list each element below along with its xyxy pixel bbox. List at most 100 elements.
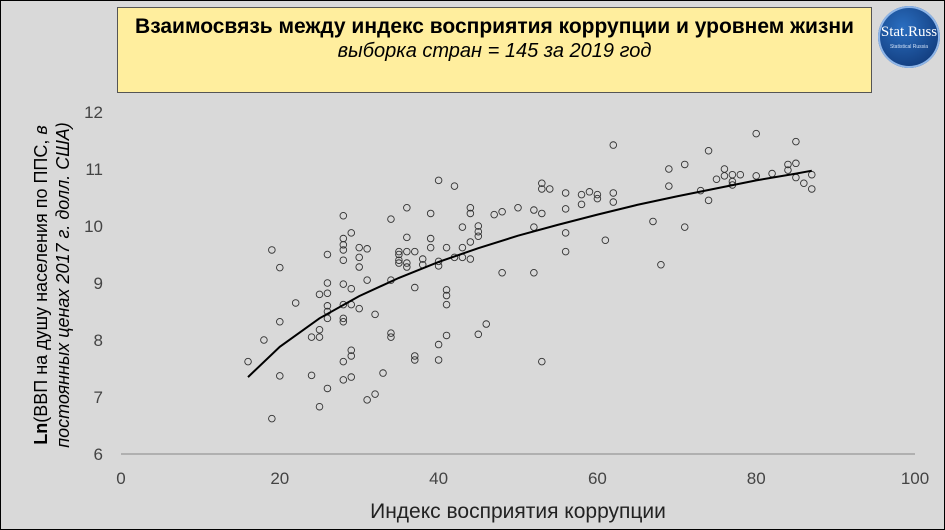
data-point	[530, 223, 538, 231]
data-point	[609, 141, 618, 149]
data-point	[434, 356, 443, 364]
data-point	[339, 211, 348, 220]
data-point	[490, 210, 498, 219]
data-point	[339, 376, 348, 384]
data-point	[403, 259, 411, 267]
data-point	[426, 234, 435, 243]
data-point	[323, 384, 332, 393]
logo-subtext: Statistical Russia	[889, 44, 929, 50]
data-point	[434, 176, 443, 185]
data-point	[323, 250, 332, 259]
y-axis-label-line1: Ln(ВВП на душу населения по ППС, в	[31, 125, 51, 445]
data-point	[561, 229, 570, 237]
data-point	[474, 330, 483, 339]
data-point	[387, 333, 395, 341]
y-axis-label-rest: (ВВП на душу населения по ППС,	[31, 140, 51, 423]
data-point	[355, 253, 363, 262]
data-point	[442, 291, 451, 300]
data-point	[482, 320, 490, 328]
y-axis-label-tail: в	[31, 125, 51, 139]
chart-subtitle: выборка стран = 145 за 2019 год	[337, 40, 652, 62]
data-point	[442, 286, 451, 294]
data-point	[379, 369, 387, 377]
data-point	[323, 302, 332, 310]
data-point	[411, 356, 419, 364]
y-tick-label: 12	[84, 103, 103, 122]
data-point	[752, 172, 760, 180]
axis-labels: Индекс восприятия коррупции Ln(ВВП на ду…	[31, 122, 666, 523]
y-tick-label: 7	[94, 388, 103, 407]
data-point	[323, 314, 332, 323]
data-point	[792, 137, 800, 146]
data-point	[808, 170, 816, 179]
data-point	[268, 414, 276, 423]
data-point	[371, 390, 379, 398]
y-tick-label: 9	[94, 274, 103, 293]
data-point	[403, 263, 411, 271]
data-point	[450, 182, 459, 190]
data-point	[411, 352, 419, 360]
y-tick-label: 8	[94, 331, 103, 350]
data-point	[665, 165, 673, 173]
data-point	[792, 159, 800, 168]
data-point	[276, 263, 284, 272]
y-tick-label: 10	[84, 217, 103, 236]
y-tick-label: 11	[85, 160, 103, 179]
data-point	[276, 372, 284, 380]
logo-text: Stat.Russ	[880, 24, 938, 40]
data-point	[403, 233, 411, 242]
data-point	[665, 182, 673, 190]
data-point	[514, 204, 522, 212]
data-point	[347, 284, 356, 293]
data-point	[784, 160, 792, 169]
data-point	[680, 223, 689, 231]
data-point	[792, 173, 800, 182]
y-axis-label-bold: Ln	[31, 423, 51, 445]
data-point	[244, 357, 252, 366]
data-point	[418, 255, 427, 263]
data-point	[458, 243, 467, 252]
data-point	[403, 247, 411, 256]
data-point	[808, 185, 816, 193]
data-point	[577, 190, 586, 199]
data-point	[323, 289, 332, 298]
x-axis-label: Индекс восприятия коррупции	[370, 500, 666, 523]
trend-line-group	[247, 169, 812, 378]
data-point	[268, 246, 276, 254]
stat-russ-logo: Stat.Russ Statistical Russia	[878, 6, 940, 68]
data-point	[704, 147, 713, 155]
chart-title-box: Взаимосвязь между индекс восприятия корр…	[117, 7, 872, 93]
data-point	[355, 243, 363, 252]
data-point	[339, 318, 348, 326]
data-point	[291, 299, 300, 307]
data-point	[411, 283, 419, 292]
data-point	[387, 215, 395, 223]
data-point	[593, 190, 602, 199]
data-point	[426, 209, 435, 218]
data-point	[736, 170, 745, 179]
data-point	[752, 129, 760, 138]
data-point	[395, 259, 403, 267]
data-point	[371, 310, 379, 319]
data-point	[530, 268, 538, 277]
data-point	[585, 188, 594, 196]
data-point	[704, 196, 713, 205]
data-point	[728, 170, 737, 179]
data-point	[442, 300, 451, 309]
data-point	[561, 205, 570, 213]
data-point	[339, 234, 348, 243]
data-point	[538, 209, 546, 218]
x-tick-label: 100	[901, 469, 929, 488]
data-point	[395, 247, 403, 256]
data-point	[800, 179, 808, 187]
data-point	[609, 189, 618, 197]
data-point	[784, 166, 792, 174]
data-point	[276, 318, 284, 326]
data-point	[466, 209, 475, 218]
data-point	[561, 247, 570, 256]
data-point	[355, 304, 363, 313]
data-point	[466, 204, 475, 212]
data-point	[347, 346, 356, 355]
data-point	[315, 402, 324, 411]
